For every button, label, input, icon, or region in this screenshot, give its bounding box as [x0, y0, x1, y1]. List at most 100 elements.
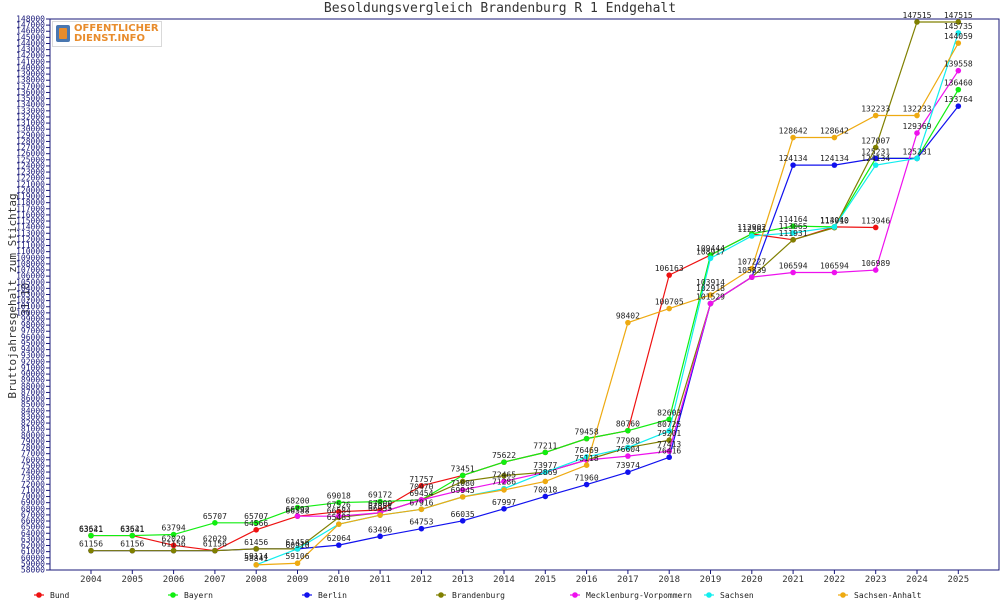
data-label: 63541: [120, 525, 144, 534]
y-tick-label: 90000: [21, 370, 45, 379]
y-tick-label: 132000: [16, 112, 45, 121]
data-point: [872, 155, 879, 162]
x-tick-label: 2011: [369, 575, 391, 585]
data-label: 69018: [327, 492, 351, 501]
y-tick-label: 102000: [16, 296, 45, 305]
y-tick-label: 142000: [16, 51, 45, 60]
data-label: 106594: [779, 261, 808, 270]
chart-title: Besoldungsvergleich Brandenburg R 1 Endg…: [323, 1, 677, 16]
series-line: [91, 21, 959, 552]
data-label: 61456: [285, 538, 309, 547]
data-point: [914, 130, 920, 136]
y-axis: 5800059000600006100062000630006400065000…: [16, 15, 50, 575]
data-label: 73451: [451, 464, 475, 473]
data-label: 132233: [861, 105, 890, 114]
data-point: [294, 546, 301, 552]
y-tick-label: 120000: [16, 186, 45, 195]
y-tick-label: 95000: [21, 339, 45, 348]
x-tick-label: 2013: [452, 575, 474, 585]
x-tick-label: 2009: [287, 575, 309, 585]
data-label: 63541: [79, 525, 103, 534]
y-tick-label: 80000: [21, 431, 45, 440]
data-point: [749, 233, 755, 239]
y-tick-label: 106000: [16, 272, 45, 281]
data-label: 70018: [533, 485, 557, 494]
data-label: 61156: [162, 540, 186, 549]
y-tick-label: 62000: [21, 541, 45, 550]
data-point: [418, 497, 425, 503]
data-label: 124134: [779, 154, 808, 163]
data-point: [872, 144, 879, 151]
data-label: 67351: [368, 502, 392, 511]
data-point: [831, 224, 838, 230]
data-point: [336, 508, 342, 515]
data-label: 71286: [492, 478, 516, 487]
data-label: 66955: [368, 504, 392, 513]
data-label: 65707: [203, 512, 227, 521]
data-point: [336, 521, 342, 527]
x-tick-label: 2021: [782, 575, 804, 585]
data-point: [749, 265, 755, 272]
data-point: [542, 478, 549, 485]
data-label: 133764: [944, 95, 973, 104]
y-tick-label: 141000: [16, 57, 45, 66]
data-label: 59114: [244, 552, 268, 561]
x-tick-label: 2014: [493, 575, 515, 585]
data-label: 132233: [903, 105, 932, 114]
legend-marker: [170, 592, 176, 598]
data-label: 114164: [779, 215, 808, 224]
data-label: 145735: [944, 22, 973, 31]
y-tick-label: 64000: [21, 529, 45, 538]
data-label: 58841: [244, 554, 268, 563]
y-tick-label: 79000: [21, 437, 45, 446]
data-label: 67997: [492, 498, 516, 507]
data-label: 102918: [696, 284, 725, 293]
data-label: 124134: [820, 154, 849, 163]
data-label: 59106: [285, 552, 309, 561]
y-tick-label: 134000: [16, 100, 45, 109]
y-tick-label: 81000: [21, 425, 45, 434]
y-tick-label: 123000: [16, 168, 45, 177]
data-point: [666, 416, 672, 423]
y-tick-label: 94000: [21, 345, 45, 354]
x-tick-label: 2005: [121, 575, 143, 585]
data-label: 128642: [820, 127, 849, 136]
y-tick-label: 108000: [16, 259, 45, 268]
legend-label: Sachsen: [720, 591, 754, 600]
y-tick-label: 111000: [16, 241, 45, 250]
data-label: 62029: [162, 534, 186, 543]
y-tick-label: 127000: [16, 143, 45, 152]
y-tick-label: 109000: [16, 253, 45, 262]
y-tick-label: 87000: [21, 388, 45, 397]
data-label: 63794: [162, 524, 186, 533]
data-point: [666, 272, 672, 278]
data-label: 68200: [285, 497, 309, 506]
y-tick-label: 77000: [21, 449, 45, 458]
data-point: [790, 162, 796, 168]
data-point: [459, 487, 466, 493]
legend-label: Bund: [50, 591, 69, 600]
y-tick-label: 82000: [21, 419, 45, 428]
x-tick-label: 2016: [576, 575, 598, 585]
data-point: [914, 112, 920, 119]
logo-line-2: DIENST.INFO: [74, 33, 145, 44]
y-tick-label: 73000: [21, 474, 45, 483]
data-point: [625, 427, 631, 434]
y-tick-label: 84000: [21, 406, 45, 415]
data-point: [459, 472, 466, 479]
data-point: [129, 532, 136, 539]
data-label: 62029: [203, 534, 227, 543]
data-label: 77211: [533, 441, 557, 450]
data-point: [459, 494, 466, 500]
y-tick-label: 75000: [21, 461, 45, 470]
data-label: 63496: [368, 525, 392, 534]
y-tick-label: 107000: [16, 266, 45, 275]
data-point: [294, 560, 301, 567]
y-tick-label: 96000: [21, 333, 45, 342]
y-tick-label: 93000: [21, 351, 45, 360]
data-point: [377, 498, 383, 505]
data-label: 73974: [616, 461, 640, 470]
data-point: [707, 292, 714, 298]
data-point: [790, 269, 796, 276]
data-point: [583, 435, 590, 442]
